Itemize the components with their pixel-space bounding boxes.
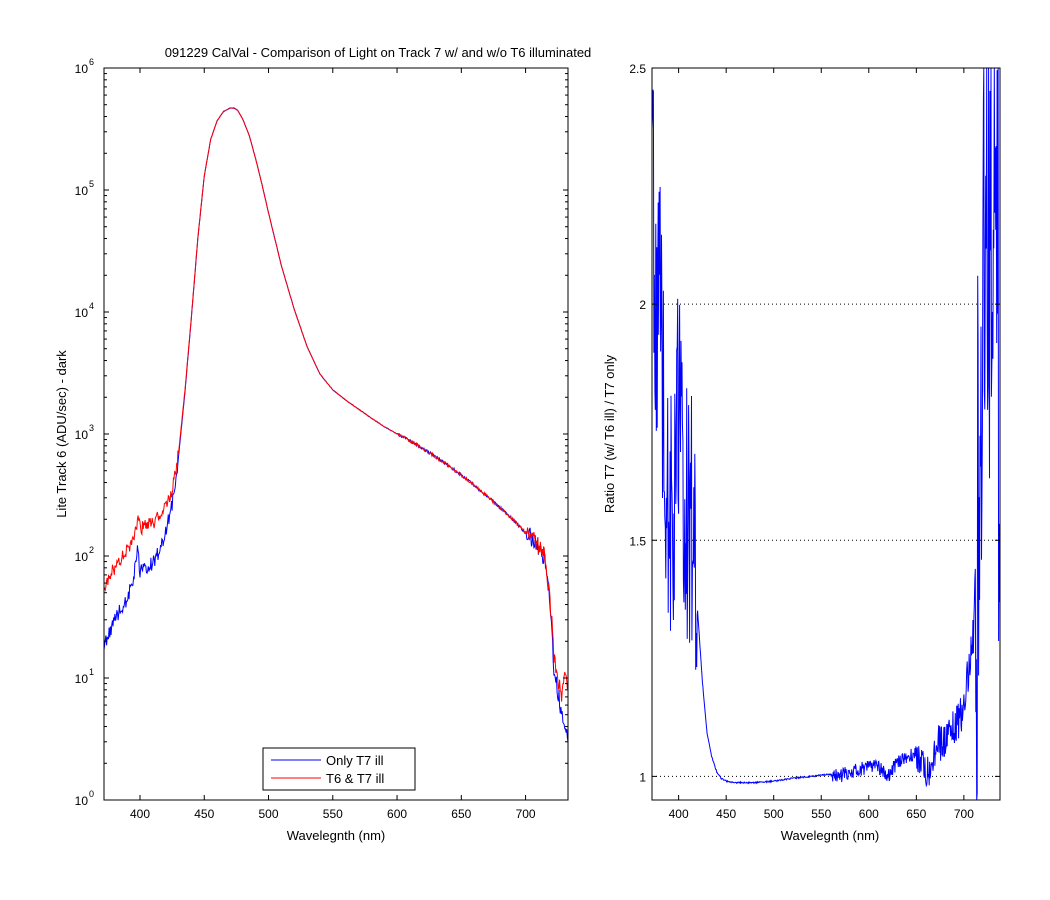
left-x-tick-label: 500	[259, 807, 279, 821]
left-x-tick-label: 450	[194, 807, 214, 821]
left-y-tick-label-exponent: 2	[89, 545, 94, 555]
right-x-tick-label: 500	[764, 807, 784, 821]
left-y-tick-label-base: 10	[75, 428, 89, 442]
right-x-axis-label: Wavelegnth (nm)	[781, 828, 880, 843]
figure-title: 091229 CalVal - Comparison of Light on T…	[165, 45, 592, 60]
right-series-line-0	[651, 67, 1001, 801]
right-axes-box	[651, 67, 1001, 801]
left-y-tick-label-base: 10	[75, 672, 89, 686]
left-y-tick-label-base: 10	[75, 550, 89, 564]
left-x-tick-label: 400	[130, 807, 150, 821]
right-y-axis-label: Ratio T7 (w/ T6 ill) / T7 only	[602, 354, 617, 513]
right-x-tick-label: 700	[954, 807, 974, 821]
right-x-tick-label: 650	[906, 807, 926, 821]
right-y-tick-label: 1.5	[629, 534, 646, 548]
left-x-tick-label: 550	[323, 807, 343, 821]
left-plot-area	[104, 68, 568, 800]
left-series-line-1	[103, 107, 569, 702]
left-x-tick-label: 700	[516, 807, 536, 821]
right-plot-area	[652, 68, 1000, 800]
legend-label-only-t7: Only T7 ill	[326, 753, 384, 768]
right-y-tick-label: 1	[639, 770, 646, 784]
left-y-tick-label-base: 10	[75, 306, 89, 320]
right-x-tick-label: 550	[811, 807, 831, 821]
right-y-tick-label: 2.5	[629, 62, 646, 76]
left-y-tick-label-base: 10	[75, 184, 89, 198]
right-ticks-group: 400 450 500 550 600 650 700 1 1.5 2 2.5	[629, 62, 1000, 821]
right-x-tick-label: 450	[716, 807, 736, 821]
left-y-tick-label-exponent: 5	[89, 179, 94, 189]
right-series-group	[651, 67, 1001, 801]
left-y-tick-label-base: 10	[75, 794, 89, 808]
left-y-tick-label-exponent: 0	[89, 789, 94, 799]
left-y-tick-label-exponent: 6	[89, 57, 94, 67]
left-y-tick-label-exponent: 4	[89, 301, 94, 311]
legend-label-t6-t7: T6 & T7 ill	[326, 771, 384, 786]
legend-box	[262, 747, 416, 791]
left-x-tick-label: 650	[451, 807, 471, 821]
left-x-tick-label: 600	[387, 807, 407, 821]
right-y-tick-label: 2	[639, 298, 646, 312]
left-y-tick-label-exponent: 3	[89, 423, 94, 433]
left-y-tick-label-base: 10	[75, 62, 89, 76]
left-y-axis-label: Lite Track 6 (ADU/sec) - dark	[54, 350, 69, 518]
right-chart: 400 450 500 550 600 650 700 1 1.5 2 2.5 Wavelegnth…	[602, 62, 1001, 843]
legend: Only T7 ill T6 & T7 ill	[262, 747, 416, 791]
right-x-tick-label: 600	[859, 807, 879, 821]
right-x-tick-label: 400	[669, 807, 689, 821]
left-x-axis-label: Wavelegnth (nm)	[287, 828, 386, 843]
left-y-tick-label-exponent: 1	[89, 667, 94, 677]
left-series-group	[103, 107, 569, 742]
